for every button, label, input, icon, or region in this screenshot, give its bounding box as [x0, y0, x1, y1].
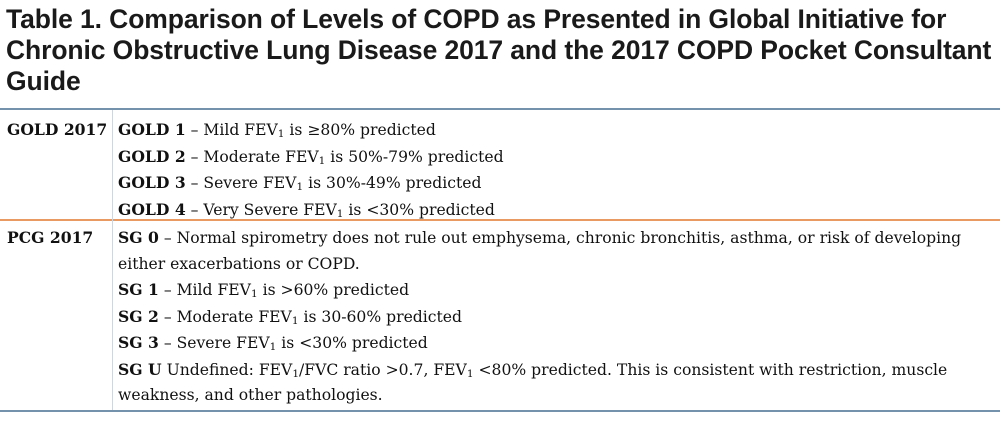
subscript: 1	[291, 314, 299, 327]
description-text: is 30%-49% predicted	[303, 174, 482, 192]
level-code: GOLD 1	[118, 120, 186, 139]
table-row: SG 1 – Mild FEV1 is >60% predicted	[118, 277, 990, 304]
description-text: Normal spirometry does not rule out emph…	[118, 229, 962, 273]
separator: –	[185, 121, 204, 139]
separator: –	[158, 307, 177, 326]
group-entries: GOLD 1 – Mild FEV1 is ≥80% predicted GOLD…	[118, 117, 990, 223]
separator: –	[158, 281, 177, 299]
description-text: Mild FEV	[203, 121, 278, 139]
level-code: SG 2	[118, 306, 159, 326]
subscript: 1	[318, 154, 326, 167]
table-title: Table 1. Comparison of Levels of COPD as…	[6, 4, 992, 96]
level-code: GOLD 3	[118, 173, 186, 192]
level-code: SG 1	[118, 280, 159, 299]
separator: –	[158, 334, 177, 352]
subscript: 1	[296, 181, 304, 193]
subscript: 1	[277, 128, 285, 140]
description-text: Moderate FEV	[203, 147, 319, 166]
group-separator-rule	[0, 219, 1000, 221]
group-entries: SG 0 – Normal spirometry does not rule o…	[118, 225, 990, 409]
description-text: is ≥80% predicted	[284, 121, 436, 139]
description-text: is <30% predicted	[343, 200, 495, 219]
table-row: SG 3 – Severe FEV1 is <30% predicted	[118, 330, 990, 357]
separator: –	[185, 200, 204, 219]
level-code: SG 3	[118, 333, 159, 352]
description-text: Severe FEV	[203, 174, 297, 192]
description-text: Undefined: FEV	[166, 360, 293, 379]
subscript: 1	[269, 341, 277, 353]
description-text: is 30-60% predicted	[298, 307, 462, 326]
group-label: PCG 2017	[7, 228, 94, 247]
table-bottom-rule	[0, 410, 1000, 412]
level-code: SG 0	[118, 228, 159, 247]
description-text: Mild FEV	[176, 281, 251, 299]
table-row: SG U Undefined: FEV1/FVC ratio >0.7, FEV…	[118, 357, 990, 409]
subscript: 1	[250, 288, 258, 300]
table-row: GOLD 3 – Severe FEV1 is 30%-49% predicte…	[118, 170, 990, 197]
separator: –	[185, 147, 204, 166]
table-top-rule	[0, 108, 1000, 110]
table-row: SG 0 – Normal spirometry does not rule o…	[118, 225, 990, 277]
description-text: is >60% predicted	[257, 281, 410, 299]
description-text: is <30% predicted	[276, 334, 428, 352]
subscript: 1	[292, 367, 299, 380]
description-text: Moderate FEV	[176, 307, 292, 326]
table-row: GOLD 4 – Very Severe FEV1 is <30% predic…	[118, 197, 990, 224]
subscript: 1	[466, 367, 474, 380]
description-text: <80% predicted. This is consistent with …	[118, 360, 948, 405]
description-text: is 50%-79% predicted	[325, 147, 504, 166]
separator: –	[158, 229, 177, 247]
table-row: GOLD 1 – Mild FEV1 is ≥80% predicted	[118, 117, 990, 144]
level-code: SG U	[118, 359, 162, 379]
subscript: 1	[336, 207, 344, 220]
group-label: GOLD 2017	[7, 120, 108, 139]
description-text: Severe FEV	[176, 334, 270, 352]
table-row: GOLD 2 – Moderate FEV1 is 50%-79% predic…	[118, 144, 990, 171]
level-code: GOLD 4	[118, 199, 186, 219]
table-row: SG 2 – Moderate FEV1 is 30-60% predicted	[118, 304, 990, 331]
separator: –	[185, 174, 204, 192]
column-divider	[112, 110, 113, 410]
description-text: Very Severe FEV	[203, 200, 337, 219]
description-text: /FVC ratio >0.7, FEV	[299, 360, 467, 379]
level-code: GOLD 2	[118, 146, 186, 166]
